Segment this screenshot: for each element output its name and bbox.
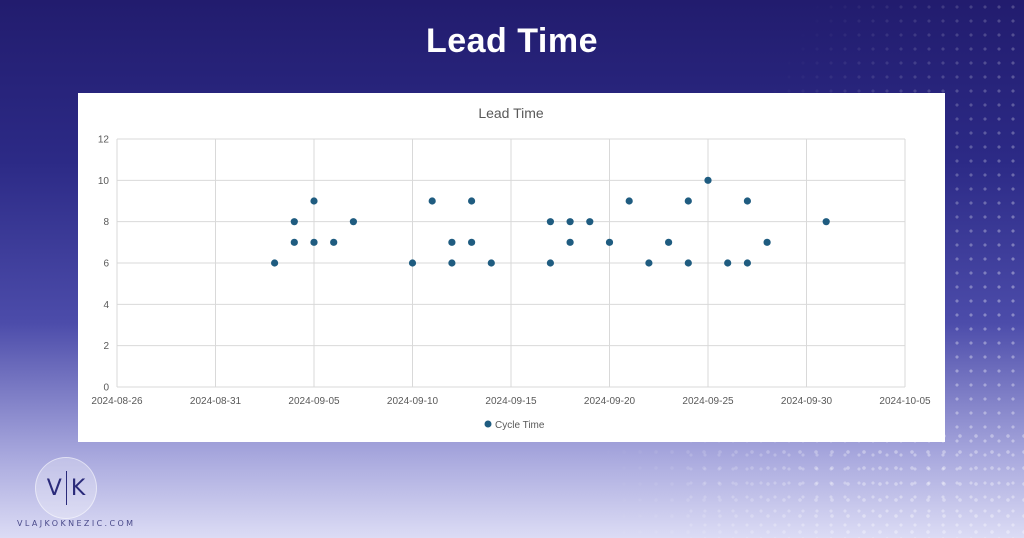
data-point: [310, 197, 318, 205]
data-point: [349, 218, 357, 226]
legend-label: Cycle Time: [495, 420, 545, 431]
data-point: [645, 259, 653, 267]
y-axis-ticks: 0 2 4 6 8 10 12: [98, 135, 110, 394]
y-tick-label: 6: [103, 259, 109, 270]
data-point: [763, 238, 771, 246]
x-tick-label: 2024-08-31: [190, 396, 242, 407]
data-point: [625, 197, 633, 205]
data-point: [290, 218, 298, 226]
y-tick-label: 4: [103, 300, 109, 311]
data-points: [271, 176, 830, 267]
y-tick-label: 2: [103, 341, 109, 352]
data-point: [408, 259, 417, 267]
y-tick-label: 10: [98, 176, 110, 187]
y-tick-label: 12: [98, 135, 110, 146]
x-tick-label: 2024-09-10: [387, 396, 439, 407]
data-point: [743, 259, 752, 267]
data-point: [704, 176, 712, 184]
data-point: [665, 238, 673, 246]
data-point: [822, 218, 830, 226]
data-point: [566, 238, 574, 246]
chart-title: Lead Time: [478, 105, 544, 121]
site-url: VLAJKOKNEZIC.COM: [17, 519, 136, 528]
data-point: [586, 218, 594, 226]
x-tick-label: 2024-09-20: [584, 396, 636, 407]
x-tick-label: 2024-09-30: [781, 396, 833, 407]
chart-card: Lead Time 0 2 4 6 8 10 12 2024-08-26 2024-08-31…: [78, 93, 945, 442]
data-point: [743, 197, 752, 205]
scatter-chart: Lead Time 0 2 4 6 8 10 12 2024-08-26 2024-08-31…: [91, 105, 931, 431]
data-point: [605, 238, 614, 246]
x-tick-label: 2024-09-25: [682, 396, 734, 407]
data-point: [566, 218, 574, 226]
data-point: [428, 197, 436, 205]
data-point: [310, 238, 318, 246]
y-tick-label: 8: [103, 217, 109, 228]
x-axis-ticks: 2024-08-26 2024-08-31 2024-09-05 2024-09-10…: [91, 396, 931, 407]
x-tick-label: 2024-08-26: [91, 396, 143, 407]
legend-marker: [484, 420, 492, 428]
data-point: [546, 218, 554, 226]
data-point: [468, 197, 476, 205]
data-point: [684, 197, 692, 205]
data-point: [546, 259, 554, 267]
data-point: [271, 259, 279, 267]
decorative-dot-pattern-bottom: [600, 428, 1024, 538]
legend[interactable]: Cycle Time: [484, 420, 545, 431]
x-tick-label: 2024-10-05: [879, 396, 931, 407]
logo-letter-v: V: [46, 475, 62, 501]
brand-logo: V K: [35, 457, 97, 519]
logo-letter-k: K: [70, 475, 86, 501]
data-point: [448, 259, 456, 267]
data-point: [468, 238, 476, 246]
logo-divider: [65, 471, 67, 505]
data-point: [487, 259, 495, 267]
data-point: [290, 238, 298, 246]
data-point: [684, 259, 692, 267]
page-title: Lead Time: [425, 22, 599, 60]
chart-grid: [116, 138, 906, 388]
data-point: [448, 238, 456, 246]
y-tick-label: 0: [103, 383, 109, 394]
data-point: [724, 259, 732, 267]
x-tick-label: 2024-09-05: [288, 396, 340, 407]
data-point: [330, 238, 338, 246]
x-tick-label: 2024-09-15: [485, 396, 537, 407]
